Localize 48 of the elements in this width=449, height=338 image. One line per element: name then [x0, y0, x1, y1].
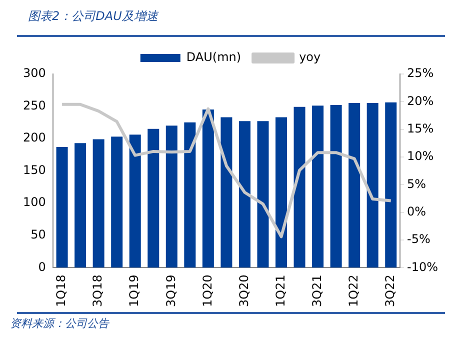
y-tick-label: 150	[23, 162, 46, 177]
y-tick-label: 200	[23, 130, 46, 145]
y2-tick-label: 10%	[407, 149, 434, 164]
y-tick-label: 100	[23, 195, 46, 210]
bar	[202, 110, 214, 268]
x-tick-label: 1Q18	[54, 274, 68, 308]
bar	[148, 128, 160, 268]
bar	[348, 103, 360, 268]
x-tick-label: 3Q19	[164, 274, 178, 308]
y2-tick-label: -10%	[407, 260, 438, 274]
bar	[276, 117, 288, 268]
bar	[184, 122, 196, 268]
x-tick-label: 1Q21	[273, 274, 288, 308]
bar	[312, 106, 324, 268]
bar	[92, 139, 104, 268]
x-tick-label: 3Q22	[382, 274, 397, 308]
chart-title: 图表2：公司DAU及增速	[28, 8, 158, 25]
bar	[220, 117, 232, 268]
y-tick-label: 0	[38, 260, 46, 274]
text: 资料来源：公司公告	[10, 316, 109, 331]
y2-tick-label: 20%	[407, 94, 434, 108]
bar	[74, 143, 86, 268]
x-tick-label: 3Q21	[310, 274, 324, 308]
bar	[238, 121, 250, 268]
x-tick-label: 3Q20	[236, 274, 251, 308]
bar	[56, 146, 68, 268]
y2-tick-label: 5%	[407, 176, 426, 191]
y2-tick-label: 0%	[407, 204, 426, 218]
x-tick-label: 3Q18	[90, 274, 105, 308]
y-tick-label: 250	[23, 98, 46, 112]
bar	[166, 126, 178, 268]
bar	[385, 102, 397, 268]
bar	[257, 121, 269, 268]
y-tick-label: 50	[30, 228, 46, 242]
x-tick-label: 1Q19	[127, 274, 142, 308]
bar	[330, 104, 342, 268]
x-tick-label: 1Q20	[200, 274, 214, 308]
y-tick-label: 300	[23, 66, 46, 80]
legend-label: yoy	[299, 50, 321, 64]
bar	[294, 106, 306, 268]
x-tick-label: 1Q22	[346, 274, 360, 308]
legend-label: DAU(mn)	[186, 50, 242, 64]
y2-tick-label: -5%	[407, 232, 430, 246]
bar	[111, 136, 123, 268]
bar	[366, 103, 378, 268]
y2-tick-label: 15%	[407, 121, 434, 136]
y2-tick-label: 25%	[407, 66, 434, 80]
bar	[129, 134, 141, 268]
